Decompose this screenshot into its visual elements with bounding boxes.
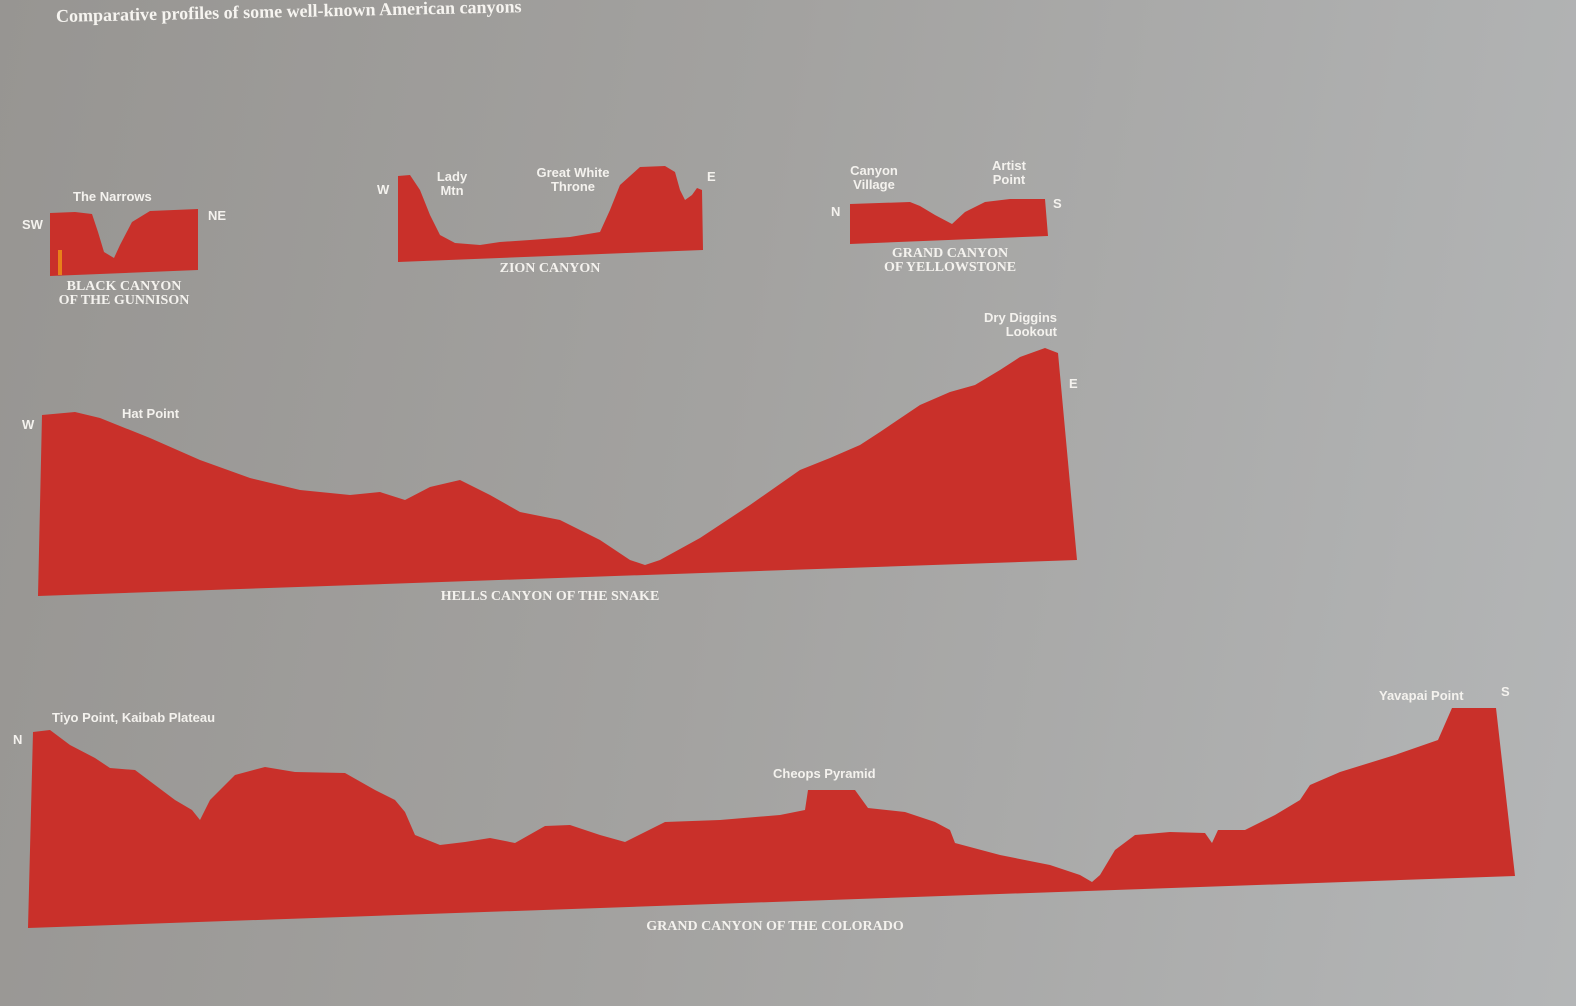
- black-canyon-profile: [50, 209, 198, 276]
- landmark-line: Point: [992, 172, 1026, 187]
- landmark-line: Village: [853, 177, 895, 192]
- direction-label: SW: [22, 217, 43, 232]
- river-marker: [58, 250, 62, 275]
- landmark-line: Throne: [550, 179, 596, 194]
- canyon-name-line: GRAND CANYON: [891, 246, 1009, 261]
- landmark-label: The Narrows: [73, 189, 152, 204]
- zion-canyon-profile: [398, 166, 703, 262]
- canyon-name: ZION CANYON: [499, 261, 601, 276]
- landmark-label: Hat Point: [122, 406, 180, 421]
- landmark-label: Tiyo Point, Kaibab Plateau: [52, 710, 216, 725]
- canyon-name: GRAND CANYON OF YELLOWSTONE: [860, 247, 1040, 275]
- landmark-line: Canyon: [850, 163, 898, 178]
- direction-label: W: [377, 182, 390, 197]
- canyon-name: GRAND CANYON OF THE COLORADO: [646, 919, 904, 934]
- direction-label: N: [831, 204, 841, 219]
- direction-label: E: [1069, 376, 1078, 391]
- canyon-name: HELLS CANYON OF THE SNAKE: [440, 589, 660, 604]
- landmark-line: Lady: [436, 169, 468, 184]
- landmark-line: Artist: [992, 158, 1026, 173]
- direction-label: S: [1053, 196, 1062, 211]
- canyon-name-line: OF YELLOWSTONE: [883, 260, 1017, 275]
- landmark-label: Dry Diggins Lookout: [972, 311, 1057, 339]
- direction-label: N: [13, 732, 23, 747]
- direction-label: S: [1501, 684, 1510, 699]
- yellowstone-canyon-profile: [850, 199, 1048, 244]
- landmark-label: Artist Point: [984, 159, 1034, 187]
- hells-canyon-profile: [38, 348, 1077, 596]
- landmark-line: Lookout: [1005, 324, 1057, 339]
- canyon-name-line: OF THE GUNNISON: [58, 293, 190, 308]
- canyon-name: BLACK CANYON OF THE GUNNISON: [50, 280, 198, 308]
- grand-canyon-profile: [28, 708, 1515, 928]
- landmark-label: Great White Throne: [533, 166, 613, 194]
- landmark-line: Mtn: [440, 183, 464, 198]
- landmark-label: Yavapai Point: [1379, 688, 1464, 703]
- landmark-label: Canyon Village: [844, 164, 904, 192]
- direction-label: NE: [208, 208, 227, 223]
- landmark-label: Lady Mtn: [432, 170, 472, 198]
- landmark-line: Dry Diggins: [984, 310, 1057, 325]
- landmark-label: Cheops Pyramid: [773, 766, 876, 781]
- landmark-line: Great White: [536, 165, 610, 180]
- direction-label: W: [22, 417, 35, 432]
- direction-label: E: [707, 169, 716, 184]
- canyon-name-line: BLACK CANYON: [66, 279, 182, 294]
